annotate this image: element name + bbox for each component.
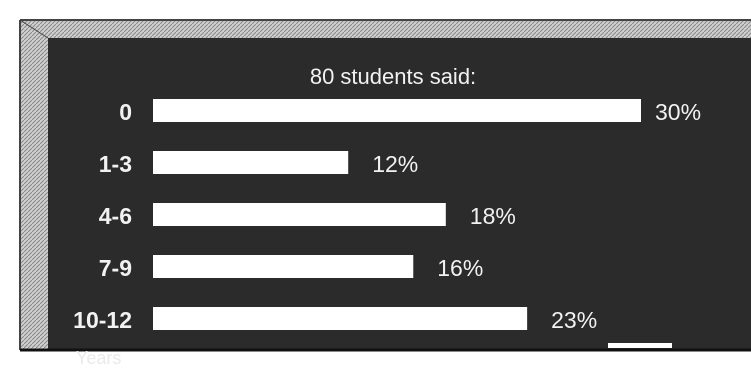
chalk-ledge-mark	[608, 343, 672, 348]
chart-title: 80 students said:	[310, 64, 476, 89]
category-label: 4-6	[99, 203, 132, 229]
category-label: 10-12	[73, 307, 132, 333]
category-label: 0	[119, 99, 132, 125]
category-label: 7-9	[99, 255, 132, 281]
y-axis-label: Years	[76, 348, 121, 368]
bar	[153, 307, 528, 330]
bar	[153, 255, 414, 278]
bars-layer: 0 30% 1-3 12% 4-6 18% 7-9 16% 10-12 23%	[73, 99, 701, 333]
value-label: 12%	[372, 151, 418, 177]
value-label: 18%	[470, 203, 516, 229]
bar	[153, 99, 641, 122]
frame-corner-line	[19, 19, 49, 39]
bar	[153, 203, 446, 226]
value-label: 30%	[655, 99, 701, 125]
category-label: 1-3	[99, 151, 132, 177]
frame-top	[20, 20, 751, 38]
frame-left	[20, 20, 48, 350]
chart-board	[48, 38, 751, 350]
value-label: 23%	[551, 307, 597, 333]
value-label: 16%	[437, 255, 483, 281]
bar	[153, 151, 349, 174]
